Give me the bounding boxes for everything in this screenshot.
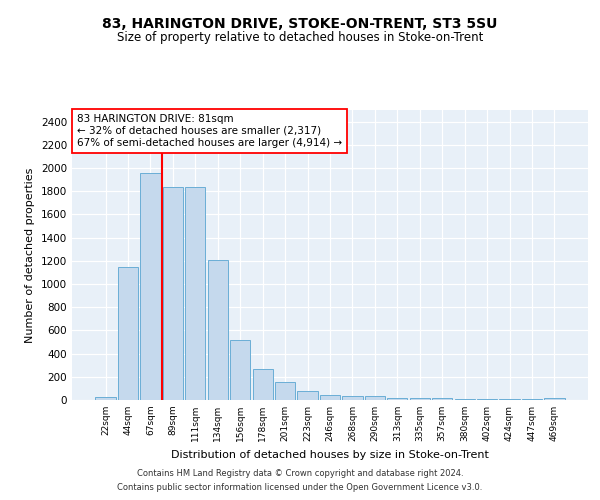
Text: Size of property relative to detached houses in Stoke-on-Trent: Size of property relative to detached ho… <box>117 31 483 44</box>
Text: 83 HARINGTON DRIVE: 81sqm
← 32% of detached houses are smaller (2,317)
67% of se: 83 HARINGTON DRIVE: 81sqm ← 32% of detac… <box>77 114 342 148</box>
Bar <box>298 390 317 400</box>
Bar <box>365 396 385 400</box>
Bar <box>432 398 452 400</box>
X-axis label: Distribution of detached houses by size in Stoke-on-Trent: Distribution of detached houses by size … <box>171 450 489 460</box>
Bar <box>95 396 116 400</box>
Bar <box>477 399 497 400</box>
Bar <box>275 382 295 400</box>
Bar <box>208 260 228 400</box>
Bar <box>185 186 205 400</box>
Y-axis label: Number of detached properties: Number of detached properties <box>25 168 35 342</box>
Bar <box>343 396 362 400</box>
Bar <box>320 395 340 400</box>
Bar <box>410 398 430 400</box>
Bar <box>163 186 183 400</box>
Text: Contains HM Land Registry data © Crown copyright and database right 2024.: Contains HM Land Registry data © Crown c… <box>137 468 463 477</box>
Bar <box>387 398 407 400</box>
Text: 83, HARINGTON DRIVE, STOKE-ON-TRENT, ST3 5SU: 83, HARINGTON DRIVE, STOKE-ON-TRENT, ST3… <box>103 18 497 32</box>
Bar <box>140 172 161 400</box>
Bar <box>455 399 475 400</box>
Text: Contains public sector information licensed under the Open Government Licence v3: Contains public sector information licen… <box>118 484 482 492</box>
Bar <box>118 266 138 400</box>
Bar <box>544 398 565 400</box>
Bar <box>253 368 273 400</box>
Bar <box>230 340 250 400</box>
